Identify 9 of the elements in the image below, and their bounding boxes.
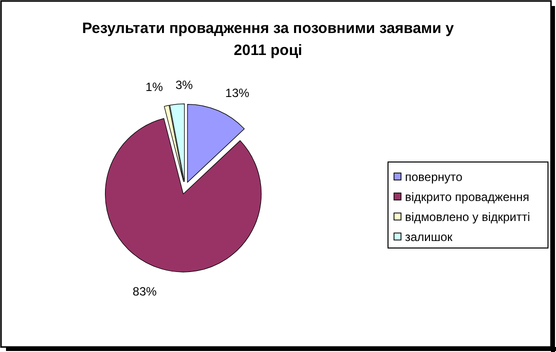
legend-label: залишок <box>405 230 454 244</box>
data-label: 13% <box>225 86 250 100</box>
chart-title: Результати провадження за позовними заявами у 2011 році <box>82 20 455 59</box>
data-label: 1% <box>146 80 164 94</box>
data-label: 3% <box>175 78 194 92</box>
legend-label: повернуто <box>405 170 463 184</box>
legend-label: відкрито провадження <box>405 190 530 204</box>
legend-label: відмовлено у відкритті <box>405 210 530 224</box>
data-label: 83% <box>132 284 158 298</box>
